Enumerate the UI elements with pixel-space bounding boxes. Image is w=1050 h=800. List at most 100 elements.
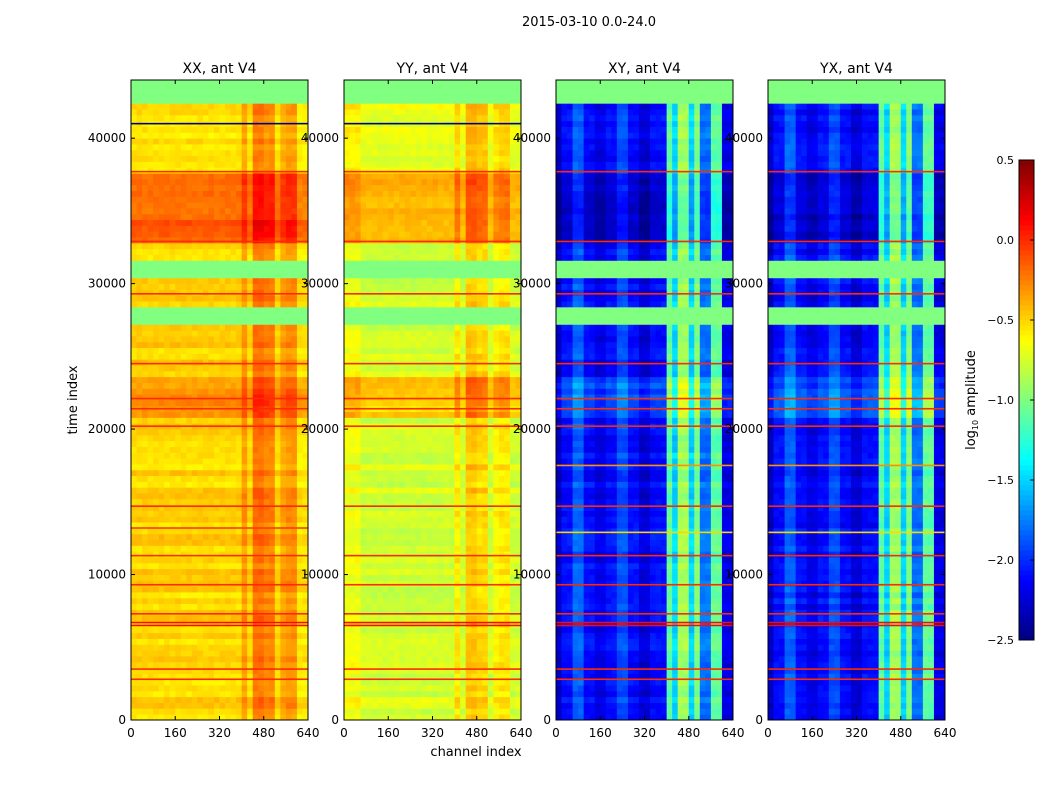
heatmap-cell xyxy=(219,603,226,610)
heatmap-cell xyxy=(404,632,411,639)
heatmap-cell xyxy=(252,493,259,500)
heatmap-cell xyxy=(202,103,209,110)
heatmap-cell xyxy=(236,452,243,459)
heatmap-cell xyxy=(186,690,193,698)
heatmap-cell xyxy=(258,318,265,325)
heatmap-cell xyxy=(426,673,433,680)
heatmap-cell xyxy=(269,615,276,622)
heatmap-cell xyxy=(482,493,489,500)
heatmap-cell xyxy=(291,370,298,378)
heatmap-cell xyxy=(426,626,433,634)
heatmap-cell xyxy=(136,400,143,407)
heatmap-cell xyxy=(158,574,165,581)
heatmap-cell xyxy=(393,597,400,605)
heatmap-cell xyxy=(208,429,215,436)
heatmap-cell xyxy=(344,568,350,575)
heatmap-cell xyxy=(504,481,511,488)
heatmap-cell xyxy=(285,213,292,221)
heatmap-cell xyxy=(225,295,231,302)
heatmap-cell xyxy=(180,370,187,378)
heatmap-cell xyxy=(269,650,276,657)
heatmap-cell xyxy=(247,109,254,116)
heatmap-cell xyxy=(285,167,292,174)
heatmap-cell xyxy=(158,661,165,669)
heatmap-cell xyxy=(131,504,137,511)
heatmap-cell xyxy=(355,661,361,669)
heatmap-cell xyxy=(280,330,287,337)
heatmap-cell xyxy=(142,411,148,418)
heatmap-cell xyxy=(164,498,171,506)
heatmap-cell xyxy=(482,539,489,546)
heatmap-cell xyxy=(191,528,198,535)
heatmap-cell xyxy=(382,586,389,593)
heatmap-cell xyxy=(302,696,309,703)
heatmap-cell xyxy=(191,225,198,232)
heatmap-cell xyxy=(421,493,428,500)
heatmap-cell xyxy=(213,696,220,703)
heatmap-cell xyxy=(302,434,309,442)
heatmap-cell xyxy=(142,370,148,378)
heatmap-cell xyxy=(136,685,143,692)
heatmap-cell xyxy=(449,621,456,628)
heatmap-cell xyxy=(274,452,281,459)
heatmap-cell xyxy=(230,498,237,506)
heatmap-cell xyxy=(241,167,248,174)
heatmap-cell xyxy=(136,370,143,378)
heatmap-cell xyxy=(471,580,478,587)
heatmap-cell xyxy=(269,161,276,168)
heatmap-cell xyxy=(252,475,259,482)
heatmap-cell xyxy=(509,592,516,599)
heatmap-cell xyxy=(296,603,303,610)
heatmap-cell xyxy=(443,679,450,686)
heatmap-cell xyxy=(269,208,276,215)
heatmap-cell xyxy=(460,650,467,657)
heatmap-cell xyxy=(164,679,171,686)
heatmap-cell xyxy=(213,91,220,98)
heatmap-cell xyxy=(202,341,209,349)
heatmap-cell xyxy=(252,219,259,226)
heatmap-cell xyxy=(360,493,367,500)
heatmap-cell xyxy=(236,365,243,372)
heatmap-cell xyxy=(230,493,237,500)
heatmap-cell xyxy=(175,382,182,389)
heatmap-cell xyxy=(213,248,220,255)
heatmap-cell xyxy=(263,272,270,279)
heatmap-cell xyxy=(371,493,378,500)
heatmap-cell xyxy=(230,714,237,721)
heatmap-cell xyxy=(377,702,384,709)
heatmap-cell xyxy=(366,510,373,517)
heatmap-cell xyxy=(236,696,243,703)
heatmap-cell xyxy=(175,690,182,698)
heatmap-cell xyxy=(225,533,231,541)
heatmap-cell xyxy=(263,685,270,692)
heatmap-cell xyxy=(454,528,461,535)
heatmap-cell xyxy=(498,551,505,558)
heatmap-cell xyxy=(399,673,406,680)
heatmap-cell xyxy=(153,324,160,331)
heatmap-cell xyxy=(388,568,395,575)
heatmap-cell xyxy=(476,469,483,477)
heatmap-cell xyxy=(191,155,198,162)
heatmap-cell xyxy=(169,318,176,325)
heatmap-cell xyxy=(213,266,220,273)
heatmap-cell xyxy=(158,295,165,302)
heatmap-cell xyxy=(142,667,148,674)
heatmap-cell xyxy=(302,498,309,506)
heatmap-cell xyxy=(382,580,389,587)
heatmap-cell xyxy=(219,621,226,628)
heatmap-cell xyxy=(493,609,500,616)
heatmap-cell xyxy=(438,504,444,511)
heatmap-cell xyxy=(291,109,298,116)
heatmap-cell xyxy=(153,213,160,221)
heatmap-cell xyxy=(131,434,137,442)
heatmap-cell xyxy=(241,178,248,186)
heatmap-cell xyxy=(393,510,400,517)
heatmap-cell xyxy=(285,516,292,523)
heatmap-cell xyxy=(285,283,292,290)
heatmap-cell xyxy=(142,632,148,639)
heatmap-cell xyxy=(213,446,220,453)
heatmap-cell xyxy=(169,440,176,447)
heatmap-cell xyxy=(393,685,400,692)
heatmap-cell xyxy=(274,632,281,639)
heatmap-cell xyxy=(269,597,276,605)
